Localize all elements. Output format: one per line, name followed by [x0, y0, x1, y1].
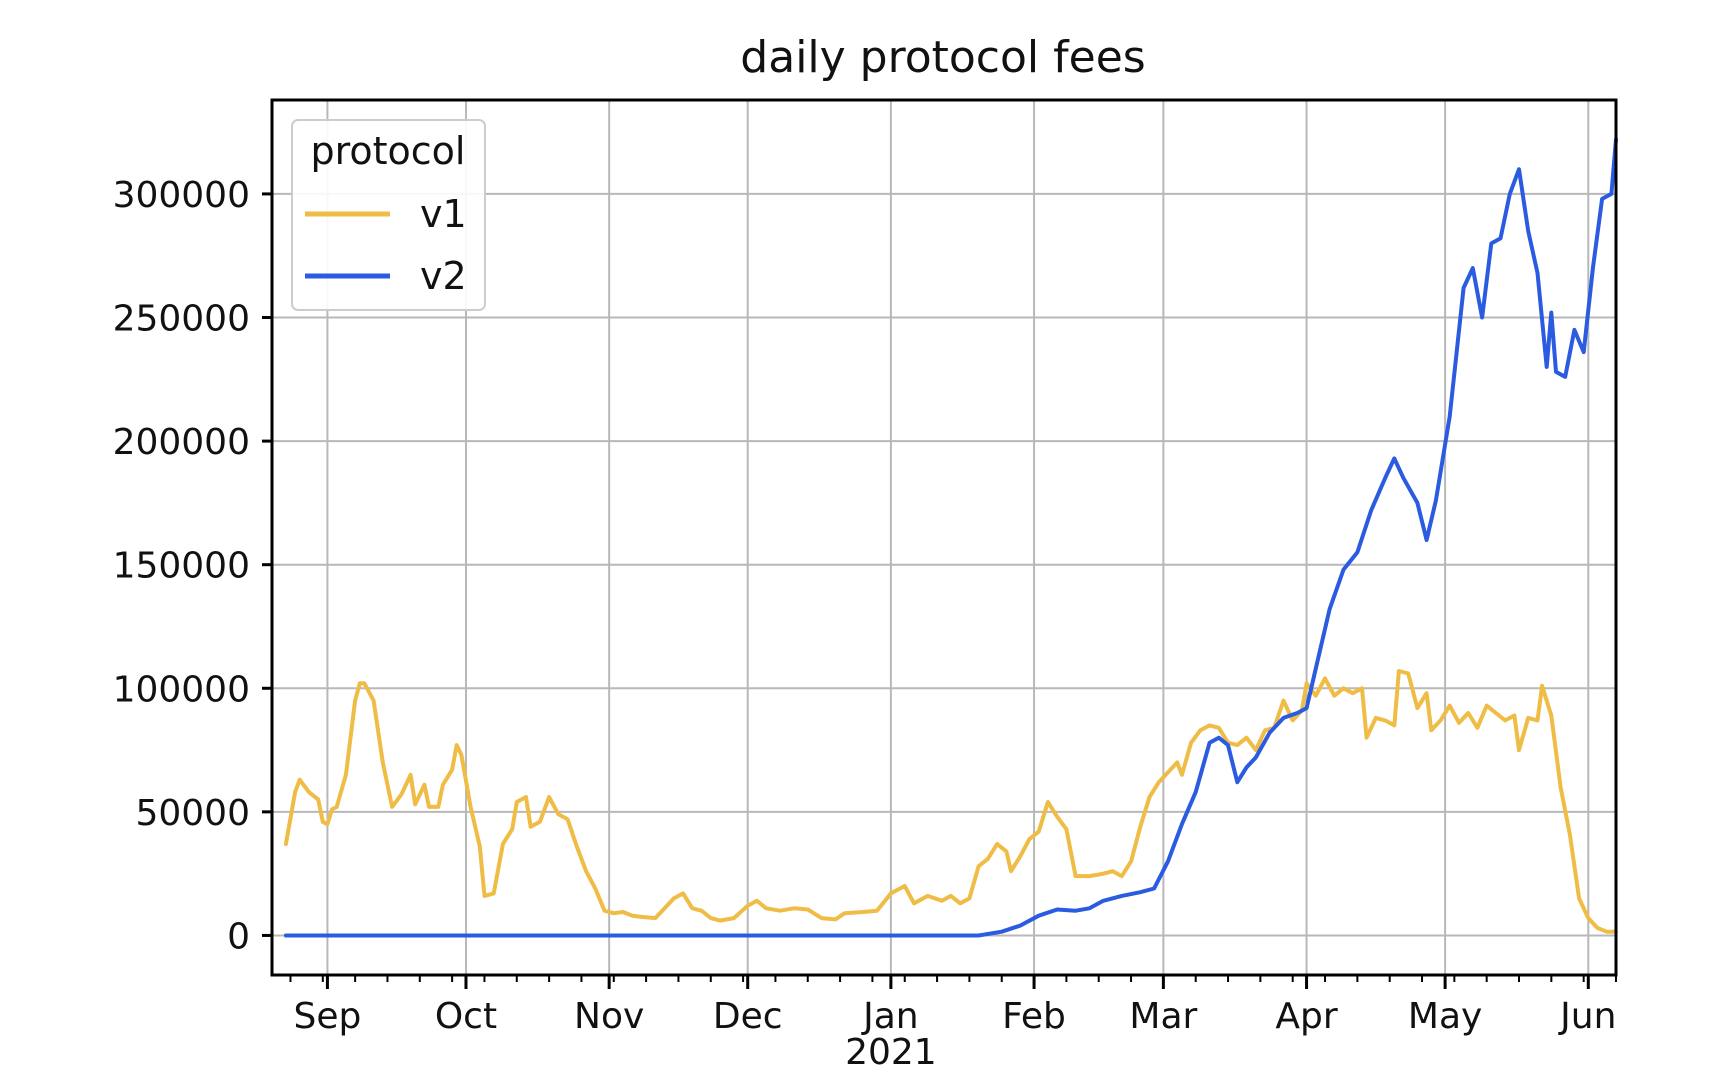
series-line-v2 [283, 137, 1618, 938]
x-tick-label: Sep [293, 996, 361, 1037]
x-tick-label: Nov [574, 996, 644, 1037]
legend-label-v1: v1 [420, 192, 467, 236]
legend-label-v2: v2 [420, 254, 467, 298]
x-year-label: 2021 [845, 1032, 937, 1073]
chart-title: daily protocol fees [740, 32, 1145, 83]
y-axis: 0 50000 100000 150000 200000 250000 300000 [113, 175, 272, 957]
y-tick-label: 150000 [113, 546, 250, 587]
y-tick-label: 200000 [113, 422, 250, 463]
y-tick-label: 100000 [113, 669, 250, 710]
x-tick-label: Apr [1275, 996, 1337, 1037]
y-tick-label: 0 [227, 916, 250, 957]
grid-layer [272, 100, 1616, 975]
plot-frame [270, 98, 1618, 977]
x-tick-label: Jun [1558, 996, 1616, 1037]
x-tick-label: Dec [713, 996, 783, 1037]
y-tick-label: 250000 [113, 299, 250, 340]
x-tick-label: May [1408, 996, 1482, 1037]
x-tick-label: Feb [1002, 996, 1066, 1037]
series-line-v1 [283, 669, 1618, 934]
legend-title: protocol [310, 129, 465, 173]
series-layer [283, 137, 1618, 938]
y-tick-label: 300000 [113, 175, 250, 216]
x-tick-label: Oct [435, 996, 497, 1037]
x-tick-label: Mar [1129, 996, 1197, 1037]
x-tick-label: Jan [861, 996, 919, 1037]
y-tick-label: 50000 [135, 793, 250, 834]
x-axis: Sep Oct Nov Dec Jan Feb Mar Apr May Jun [289, 975, 1617, 1037]
